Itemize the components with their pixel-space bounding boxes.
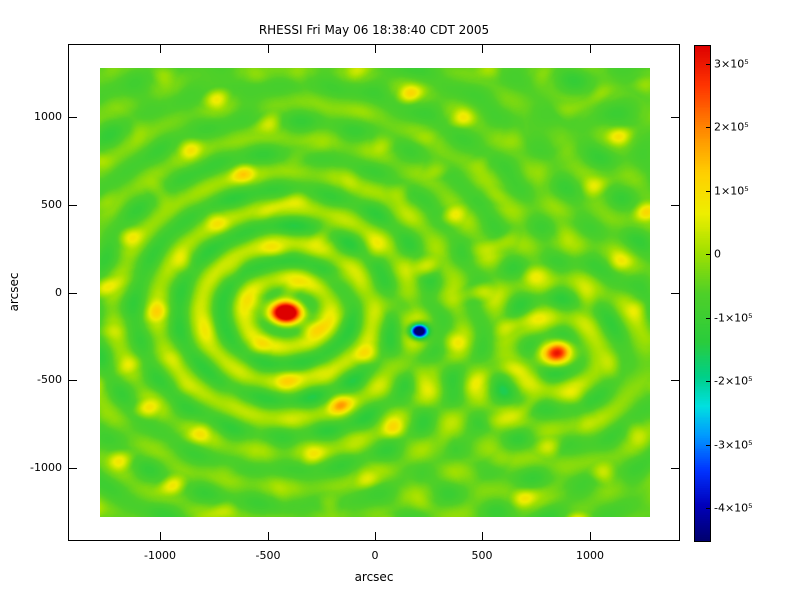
colorbar-tick-mark [706, 64, 710, 65]
colorbar-tick-label: -2×10⁵ [714, 374, 753, 388]
y-tick-label: 0 [55, 286, 62, 299]
colorbar-tick-label: 1×10⁵ [714, 184, 749, 198]
colorbar-tick-label: -3×10⁵ [714, 438, 753, 452]
x-tick-label: -500 [255, 549, 281, 562]
y-tick-mark [671, 205, 679, 206]
x-tick-label: 1000 [576, 549, 604, 562]
x-tick-mark [375, 532, 376, 540]
y-tick-mark [69, 205, 77, 206]
y-tick-mark [69, 468, 77, 469]
plot-title: RHESSI Fri May 06 18:38:40 CDT 2005 [258, 23, 490, 37]
colorbar-frame [694, 45, 711, 542]
x-tick-mark [160, 532, 161, 540]
y-tick-mark [69, 117, 77, 118]
colorbar-tick-mark [706, 381, 710, 382]
y-tick-mark [671, 117, 679, 118]
colorbar-tick-label: 0 [714, 247, 721, 261]
heatmap-image [100, 68, 650, 517]
y-tick-label: 500 [41, 198, 62, 211]
y-tick-label: -500 [37, 373, 62, 386]
x-tick-mark [482, 45, 483, 53]
colorbar-tick-mark [706, 127, 710, 128]
x-tick-mark [375, 45, 376, 53]
colorbar-gradient [695, 46, 710, 541]
colorbar-tick-mark [706, 254, 710, 255]
y-tick-mark [69, 380, 77, 381]
y-tick-label: 1000 [34, 110, 62, 123]
colorbar-tick-mark [706, 318, 710, 319]
x-tick-label: -1000 [144, 549, 176, 562]
y-tick-mark [671, 468, 679, 469]
colorbar-tick-mark [706, 445, 710, 446]
y-tick-mark [671, 380, 679, 381]
colorbar-tick-mark [706, 191, 710, 192]
y-tick-label: -1000 [30, 461, 62, 474]
colorbar-tick-label: -1×10⁵ [714, 311, 753, 325]
colorbar-tick-label: 2×10⁵ [714, 120, 749, 134]
y-tick-mark [671, 293, 679, 294]
x-tick-mark [482, 532, 483, 540]
x-tick-mark [268, 532, 269, 540]
x-tick-mark [268, 45, 269, 53]
x-tick-mark [590, 45, 591, 53]
x-tick-mark [160, 45, 161, 53]
colorbar-tick-label: -4×10⁵ [714, 501, 753, 515]
colorbar-tick-mark [706, 508, 710, 509]
x-tick-label: 0 [371, 549, 379, 562]
y-tick-mark [69, 293, 77, 294]
colorbar-tick-label: 3×10⁵ [714, 57, 749, 71]
x-axis-label: arcsec [354, 570, 394, 584]
x-tick-mark [590, 532, 591, 540]
x-tick-label: 500 [471, 549, 493, 562]
